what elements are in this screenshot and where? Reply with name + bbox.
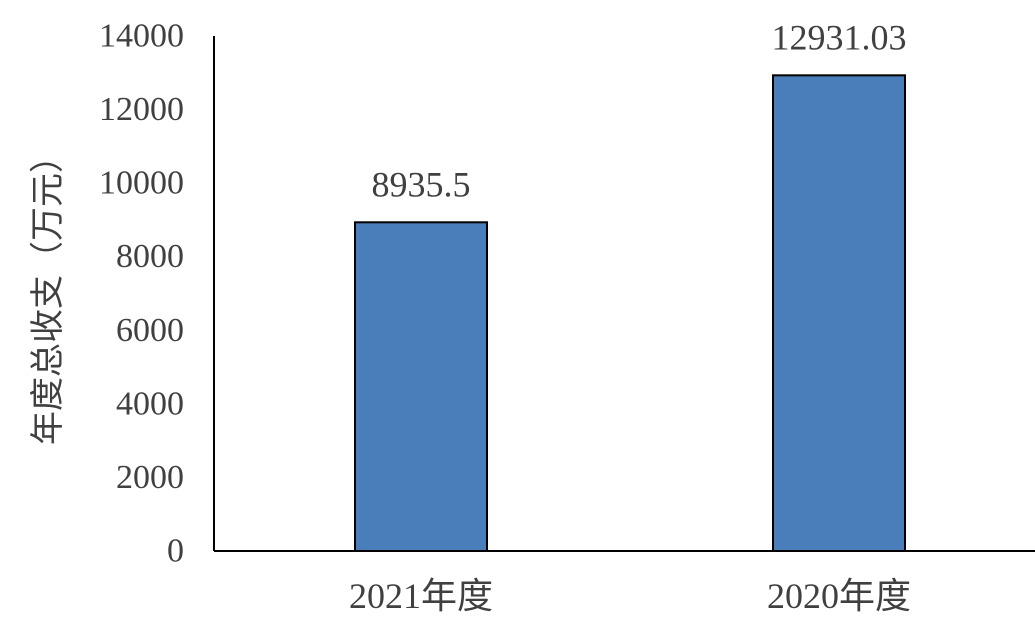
bar-value-label: 12931.03 [772, 17, 907, 57]
bar [354, 221, 488, 553]
x-axis-category-labels: 2021年度 2020年度 [349, 576, 911, 616]
x-category-label: 2021年度 [349, 576, 493, 616]
bar-value-label: 8935.5 [372, 164, 471, 204]
y-tick-label: 0 [167, 533, 184, 570]
y-axis-ticks: 0 2000 4000 6000 8000 10000 12000 14000 [99, 18, 184, 570]
y-tick-label: 6000 [116, 312, 184, 349]
bar [772, 74, 906, 553]
y-tick-label: 12000 [99, 91, 184, 128]
x-category-label: 2020年度 [767, 576, 911, 616]
y-tick-label: 14000 [99, 18, 184, 55]
y-tick-label: 8000 [116, 238, 184, 275]
y-tick-label: 2000 [116, 459, 184, 496]
y-tick-label: 4000 [116, 385, 184, 422]
data-labels: 8935.5 12931.03 [372, 17, 907, 204]
bars [354, 74, 906, 553]
y-axis-title: 年度总收支（万元） [28, 139, 68, 445]
y-tick-label: 10000 [99, 165, 184, 202]
